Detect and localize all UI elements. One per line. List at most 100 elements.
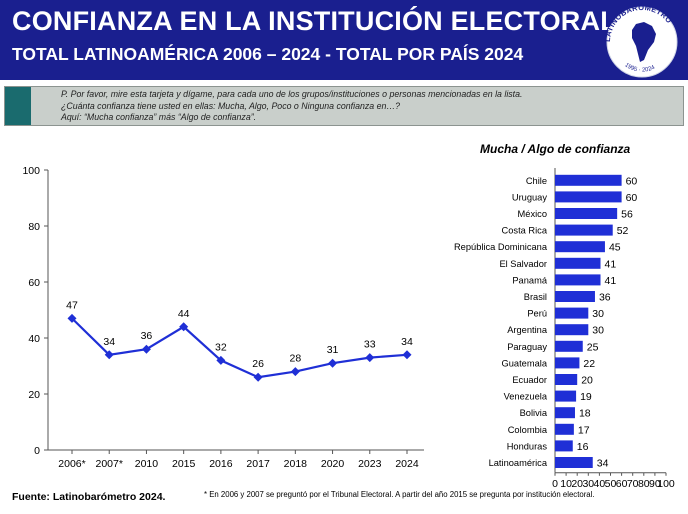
bar-value-label: 34	[597, 458, 609, 470]
bar-value-label: 20	[581, 375, 593, 387]
series-line	[71, 317, 408, 379]
question-line-3: Aquí: “Mucha confianza” más “Algo de con…	[61, 112, 257, 122]
bar-category-label: Perú	[527, 309, 547, 319]
footnote: * En 2006 y 2007 se preguntó por el Trib…	[204, 490, 595, 499]
bar-chart: Chile 60 Uruguay 60 México 56 Costa Rica 52 Repú…	[454, 168, 675, 490]
y-tick-label: 0	[34, 445, 40, 457]
bar	[555, 423, 574, 435]
bar-value-label: 41	[605, 275, 617, 287]
data-label: 32	[215, 341, 227, 353]
x-tick-label: 2007*	[95, 458, 122, 470]
bar-category-label: Colombia	[508, 425, 548, 435]
bar-category-label: Brasil	[524, 292, 547, 302]
data-label: 44	[178, 308, 190, 320]
x-tick-label: 2018	[284, 458, 308, 470]
data-label: 47	[66, 299, 78, 311]
x-tick-label: 2017	[246, 458, 270, 470]
bar	[555, 440, 573, 452]
bar-x-tick-label: 80	[638, 478, 650, 490]
bar-category-label: Ecuador	[512, 375, 547, 385]
y-tick-label: 60	[28, 277, 40, 289]
bar	[555, 291, 595, 302]
bar-category-label: Panamá	[512, 275, 547, 285]
bar-x-tick-label: 20	[571, 478, 583, 490]
bar	[555, 174, 622, 186]
bar-value-label: 41	[605, 258, 617, 270]
data-label: 28	[289, 353, 301, 365]
bar	[555, 390, 577, 402]
question-line-2: ¿Cuánta confianza tiene usted en ellas: …	[61, 100, 401, 111]
question-text: P. Por favor, mire esta tarjeta y dígame…	[61, 89, 522, 124]
x-tick-label: 2010	[135, 458, 159, 470]
bar-value-label: 30	[592, 325, 604, 337]
bar-value-label: 30	[592, 308, 604, 320]
bar-category-label: Uruguay	[512, 192, 547, 202]
bar	[555, 407, 575, 419]
bar	[555, 374, 578, 385]
bar-value-label: 36	[599, 292, 611, 304]
bar-category-label: Latinoamérica	[489, 458, 548, 468]
bar-value-label: 17	[578, 424, 590, 436]
bar-value-label: 60	[626, 175, 638, 187]
bar	[555, 357, 580, 369]
bar-value-label: 60	[626, 192, 638, 204]
bar-value-label: 22	[583, 358, 595, 370]
bar-x-tick-label: 30	[582, 478, 594, 490]
data-point	[216, 355, 226, 365]
bar-category-label: República Dominicana	[454, 242, 548, 252]
bar	[555, 340, 583, 352]
data-point	[402, 350, 412, 360]
data-label: 26	[252, 358, 264, 370]
bar-x-tick-label: 10	[560, 478, 572, 490]
bar-value-label: 52	[617, 225, 629, 237]
bar-value-label: 25	[587, 341, 599, 353]
latinobarometro-logo: LATINOBARÓMETRO 1995 · 2024	[603, 3, 678, 78]
bar-x-tick-label: 50	[605, 478, 617, 490]
x-tick-label: 2015	[172, 458, 196, 470]
data-point	[328, 358, 338, 368]
bar-value-label: 16	[577, 441, 589, 453]
bar-x-tick-label: 0	[552, 478, 558, 490]
y-tick-label: 100	[22, 165, 40, 177]
bar-value-label: 19	[580, 391, 592, 403]
bar-category-label: Argentina	[507, 325, 548, 335]
data-point	[290, 367, 300, 377]
svg-text:1995 · 2024: 1995 · 2024	[624, 62, 657, 73]
bar-value-label: 45	[609, 242, 621, 254]
y-tick-label: 80	[28, 221, 40, 233]
question-line-1: P. Por favor, mire esta tarjeta y dígame…	[61, 89, 523, 99]
bar-x-tick-label: 40	[594, 478, 606, 490]
bar-x-tick-label: 100	[657, 478, 675, 490]
header-banner: CONFIANZA EN LA INSTITUCIÓN ELECTORAL TO…	[0, 0, 688, 80]
bar-category-label: Paraguay	[507, 342, 547, 352]
data-point	[179, 322, 189, 332]
x-tick-label: 2023	[358, 458, 382, 470]
bar	[555, 224, 613, 236]
y-tick-label: 20	[28, 389, 40, 401]
bar-category-label: Guatemala	[502, 358, 548, 368]
bar	[555, 324, 589, 336]
data-point	[67, 313, 77, 323]
data-label: 33	[364, 339, 376, 351]
page-subtitle: TOTAL LATINOAMÉRICA 2006 – 2024 - TOTAL …	[12, 44, 524, 64]
bar-category-label: El Salvador	[499, 259, 547, 269]
bar-category-label: Venezuela	[504, 392, 548, 402]
line-chart: 0 20 40 60 80 100 2006* 2007* 2010 2015 2016 2017 20…	[22, 165, 424, 470]
data-point	[253, 372, 263, 382]
x-tick-label: 2016	[209, 458, 233, 470]
logo-years: 1995 · 2024	[624, 62, 657, 73]
data-label: 36	[141, 330, 153, 342]
source-note: Fuente: Latinobarómetro 2024.	[12, 491, 166, 503]
x-tick-label: 2020	[321, 458, 345, 470]
bar	[555, 208, 618, 219]
bar-category-label: México	[518, 209, 547, 219]
bar-chart-title: Mucha / Algo de confianza	[480, 142, 631, 156]
question-box: P. Por favor, mire esta tarjeta y dígame…	[4, 86, 684, 126]
data-point	[104, 350, 114, 360]
bar-value-label: 56	[621, 209, 633, 221]
bar-x-tick-label: 60	[616, 478, 628, 490]
bar-category-label: Honduras	[507, 441, 548, 451]
bar	[555, 457, 593, 468]
x-tick-label: 2006*	[58, 458, 85, 470]
bar-category-label: Chile	[526, 176, 547, 186]
